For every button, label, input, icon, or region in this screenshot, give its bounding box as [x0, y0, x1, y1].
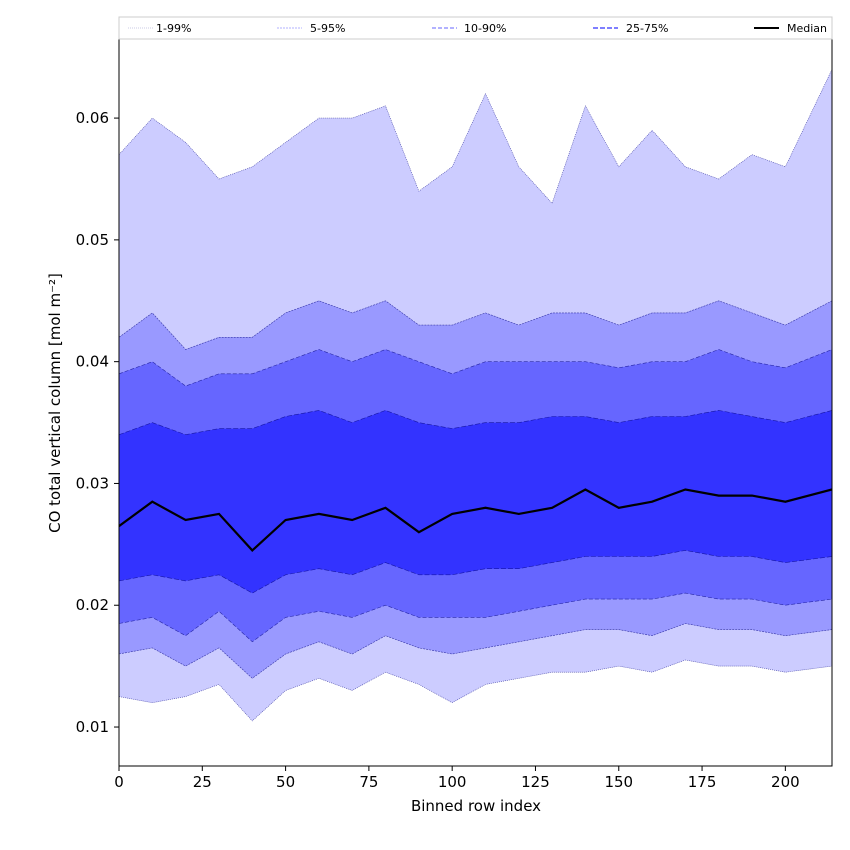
median-point	[184, 519, 187, 521]
band-1-99-upper-line	[119, 69, 832, 204]
median-point	[451, 513, 454, 515]
median-point	[484, 506, 487, 509]
legend-label: 25-75%	[626, 22, 668, 35]
plot-content	[119, 69, 832, 722]
x-tick-label: 125	[521, 773, 550, 791]
median-point	[418, 531, 420, 534]
median-point	[751, 494, 753, 497]
median-point	[218, 513, 220, 515]
median-point	[784, 500, 787, 503]
band-10-90-upper-line	[119, 349, 832, 387]
y-tick-label: 0.06	[76, 109, 109, 127]
median-point	[617, 506, 620, 509]
legend-label: Median	[787, 22, 827, 35]
x-tick-label: 0	[114, 773, 124, 791]
median-point	[151, 500, 154, 503]
x-tick-label: 175	[688, 773, 717, 791]
x-tick-label: 150	[604, 773, 633, 791]
median-point	[584, 488, 587, 491]
median-point	[684, 488, 687, 491]
x-tick-label: 50	[276, 773, 295, 791]
y-tick-label: 0.03	[76, 474, 109, 492]
median-point	[284, 519, 287, 521]
x-tick-label: 200	[771, 773, 800, 791]
band-25-75-upper-line	[119, 410, 832, 436]
y-tick-label: 0.02	[76, 596, 109, 614]
median-point	[517, 513, 520, 515]
median-point	[318, 513, 320, 515]
legend-label: 1-99%	[156, 22, 191, 35]
band-25-75	[119, 410, 832, 594]
y-tick-label: 0.04	[76, 353, 109, 371]
band-5-95-upper-line	[119, 300, 832, 350]
x-axis-label: Binned row index	[411, 797, 541, 815]
x-tick-label: 25	[193, 773, 212, 791]
median-point	[651, 500, 653, 503]
legend: 1-99% 5-95% 10-90% 25-75% Median	[118, 16, 833, 40]
y-tick-label: 0.05	[76, 231, 109, 249]
axes-layer: 0 25 50 75 100 125 150 175 200 0.01 0.02 0.03 0.04 0.…	[76, 16, 833, 791]
median-point	[351, 519, 354, 521]
median-point	[384, 506, 387, 509]
x-tick-label: 100	[438, 773, 467, 791]
band-25-75-lower-line	[119, 550, 832, 594]
plot-layer	[119, 69, 832, 722]
band-10-90-lower-line	[119, 592, 832, 643]
x-tick-label: 75	[359, 773, 378, 791]
median-line	[119, 488, 832, 552]
median-point	[251, 549, 254, 552]
legend-label: 10-90%	[464, 22, 506, 35]
median-point	[717, 494, 720, 497]
legend-label: 5-95%	[310, 22, 345, 35]
legend-frame	[118, 16, 833, 40]
y-axis-label: CO total vertical column [mol m⁻²]	[46, 273, 64, 533]
median-point	[551, 506, 553, 509]
band-5-95-lower-line	[119, 623, 832, 679]
y-tick-label: 0.01	[76, 718, 109, 736]
